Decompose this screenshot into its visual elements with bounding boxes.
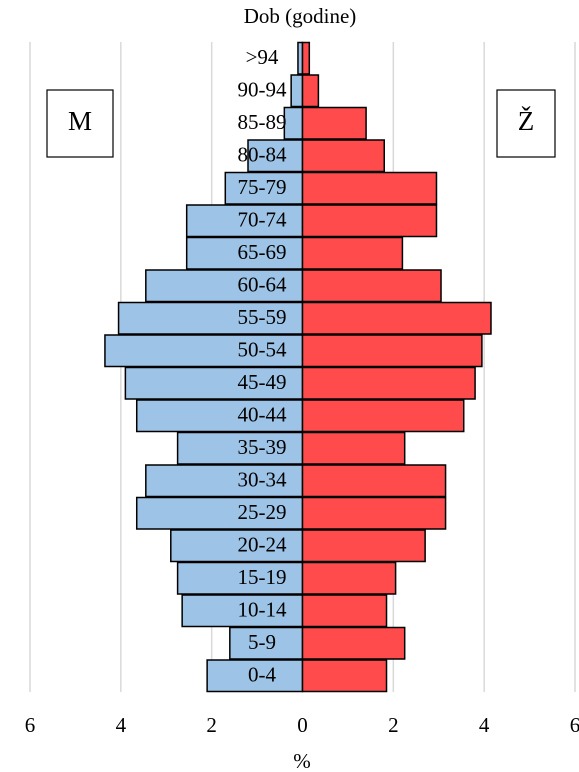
bar xyxy=(301,41,311,75)
x-tick-label: 4 xyxy=(116,713,127,737)
category-label: 50-54 xyxy=(238,338,287,362)
x-tick-label: 2 xyxy=(206,713,217,737)
bar xyxy=(301,334,483,368)
bar xyxy=(301,139,385,173)
x-tick-label: 2 xyxy=(388,713,399,737)
category-label: 85-89 xyxy=(238,110,287,134)
category-label: 5-9 xyxy=(248,630,276,654)
category-label: 60-64 xyxy=(238,273,287,297)
category-label: 55-59 xyxy=(238,305,287,329)
bar xyxy=(176,561,304,595)
bar xyxy=(301,171,438,205)
bar xyxy=(301,236,404,270)
x-tick-label: 0 xyxy=(297,713,308,737)
bar xyxy=(301,561,397,595)
category-label: 25-29 xyxy=(238,500,287,524)
bar xyxy=(301,269,442,303)
bar xyxy=(247,139,304,173)
bar xyxy=(135,399,304,433)
bar xyxy=(301,301,492,335)
legend-label: M xyxy=(68,106,92,136)
x-axis-label: % xyxy=(293,749,311,772)
bar xyxy=(170,529,304,563)
bar xyxy=(301,74,320,108)
category-label: 35-39 xyxy=(238,435,287,459)
category-label: 75-79 xyxy=(238,175,287,199)
bar xyxy=(145,269,304,303)
category-label: >94 xyxy=(246,45,279,69)
bar xyxy=(301,399,465,433)
x-tick-label: 4 xyxy=(479,713,490,737)
category-label: 30-34 xyxy=(238,468,287,492)
bar xyxy=(301,594,388,628)
bar xyxy=(229,626,304,660)
category-label: 70-74 xyxy=(238,208,287,232)
category-label: 65-69 xyxy=(238,240,287,264)
category-label: 15-19 xyxy=(238,565,287,589)
x-tick-label: 6 xyxy=(25,713,36,737)
bar xyxy=(301,529,426,563)
x-tick-label: 6 xyxy=(570,713,579,737)
bar xyxy=(301,464,447,498)
bar xyxy=(181,594,304,628)
bar xyxy=(301,626,406,660)
bar xyxy=(301,431,406,465)
legend-box xyxy=(46,89,114,158)
category-label: 0-4 xyxy=(248,663,276,687)
bar xyxy=(290,74,304,108)
bar xyxy=(224,171,304,205)
category-label: 45-49 xyxy=(238,370,287,394)
category-label: 80-84 xyxy=(238,143,287,167)
bar xyxy=(283,106,304,140)
category-label: 20-24 xyxy=(238,533,287,557)
legend-box xyxy=(496,89,556,158)
category-label: 90-94 xyxy=(238,78,287,102)
bar xyxy=(185,236,304,270)
bar xyxy=(206,659,304,693)
bar xyxy=(301,106,367,140)
category-label: 40-44 xyxy=(238,403,287,427)
bar xyxy=(104,334,304,368)
category-label: 10-14 xyxy=(238,598,287,622)
bar xyxy=(301,366,476,400)
bar xyxy=(301,496,447,530)
bar xyxy=(301,659,388,693)
legend-label: Ž xyxy=(518,106,535,136)
bar xyxy=(135,496,304,530)
chart-title: Dob (godine) xyxy=(244,4,357,28)
bar xyxy=(301,204,438,238)
